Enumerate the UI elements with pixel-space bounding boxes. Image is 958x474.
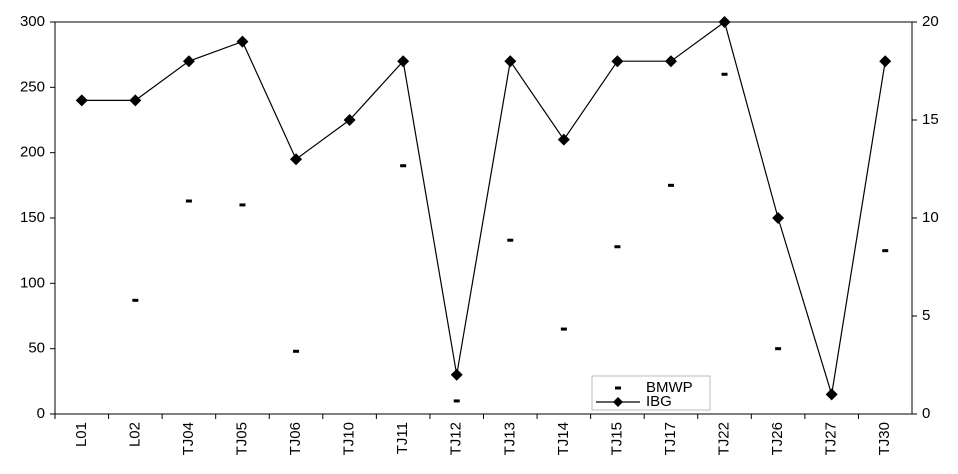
bmwp-marker xyxy=(293,349,300,353)
x-tick-label: TJ22 xyxy=(716,422,733,455)
bmwp-marker xyxy=(667,183,674,187)
ibg-marker xyxy=(718,16,731,28)
ibg-marker xyxy=(450,368,463,381)
x-tick-label: TJ17 xyxy=(662,422,679,455)
ibg-marker xyxy=(825,388,838,401)
legend-label: BMWP xyxy=(646,379,693,396)
bmwp-marker xyxy=(507,238,514,242)
bmwp-marker xyxy=(239,203,246,207)
bmwp-marker xyxy=(560,327,567,331)
bmwp-marker xyxy=(882,249,889,253)
ibg-marker xyxy=(879,55,892,68)
ibg-marker xyxy=(397,55,410,68)
ibg-marker xyxy=(557,133,570,146)
y2-tick-label: 15 xyxy=(922,111,939,128)
bmwp-marker xyxy=(721,72,728,76)
x-tick-label: TJ14 xyxy=(555,422,572,455)
y-tick-label: 250 xyxy=(20,78,45,95)
x-tick-label: L01 xyxy=(73,422,90,447)
y2-tick-label: 0 xyxy=(922,405,930,422)
x-tick-label: L02 xyxy=(126,422,143,447)
y-tick-label: 150 xyxy=(20,209,45,226)
legend-marker xyxy=(613,397,623,407)
y-tick-label: 300 xyxy=(20,13,45,30)
ibg-marker xyxy=(182,55,195,68)
ibg-marker xyxy=(664,55,677,68)
y-tick-label: 200 xyxy=(20,144,45,161)
x-tick-label: TJ11 xyxy=(394,422,411,454)
x-tick-label: TJ13 xyxy=(501,422,518,455)
bmwp-marker xyxy=(132,298,139,302)
x-tick-label: TJ30 xyxy=(876,422,893,455)
y-tick-label: 100 xyxy=(20,274,45,291)
y-tick-label: 0 xyxy=(37,405,45,422)
legend-label: IBG xyxy=(646,393,672,410)
x-tick-label: TJ27 xyxy=(823,422,840,455)
y2-tick-label: 5 xyxy=(922,307,930,324)
bmwp-marker xyxy=(185,199,192,203)
x-tick-label: TJ12 xyxy=(448,422,465,455)
ibg-marker xyxy=(290,153,303,166)
bmwp-marker xyxy=(453,399,460,403)
x-tick-label: TJ04 xyxy=(180,422,197,455)
ibg-marker xyxy=(343,114,356,126)
legend-box xyxy=(591,375,711,411)
ibg-marker xyxy=(504,55,517,68)
ibg-marker xyxy=(611,55,624,68)
ibg-marker xyxy=(772,212,785,224)
x-tick-label: TJ15 xyxy=(608,422,625,455)
legend-marker xyxy=(615,386,621,390)
ibg-line xyxy=(81,21,886,395)
y2-tick-label: 20 xyxy=(922,13,939,30)
x-tick-label: TJ05 xyxy=(233,422,250,455)
y2-tick-label: 10 xyxy=(922,209,939,226)
x-tick-label: TJ06 xyxy=(287,422,304,455)
y-tick-label: 50 xyxy=(28,340,45,357)
ibg-marker xyxy=(236,35,249,48)
ibg-marker xyxy=(75,94,88,107)
x-tick-label: TJ10 xyxy=(341,422,358,455)
x-tick-label: TJ26 xyxy=(769,422,786,455)
bmwp-marker xyxy=(400,164,407,168)
bmwp-marker xyxy=(775,347,782,351)
bmwp-marker xyxy=(614,245,621,249)
ibg-marker xyxy=(129,94,142,107)
